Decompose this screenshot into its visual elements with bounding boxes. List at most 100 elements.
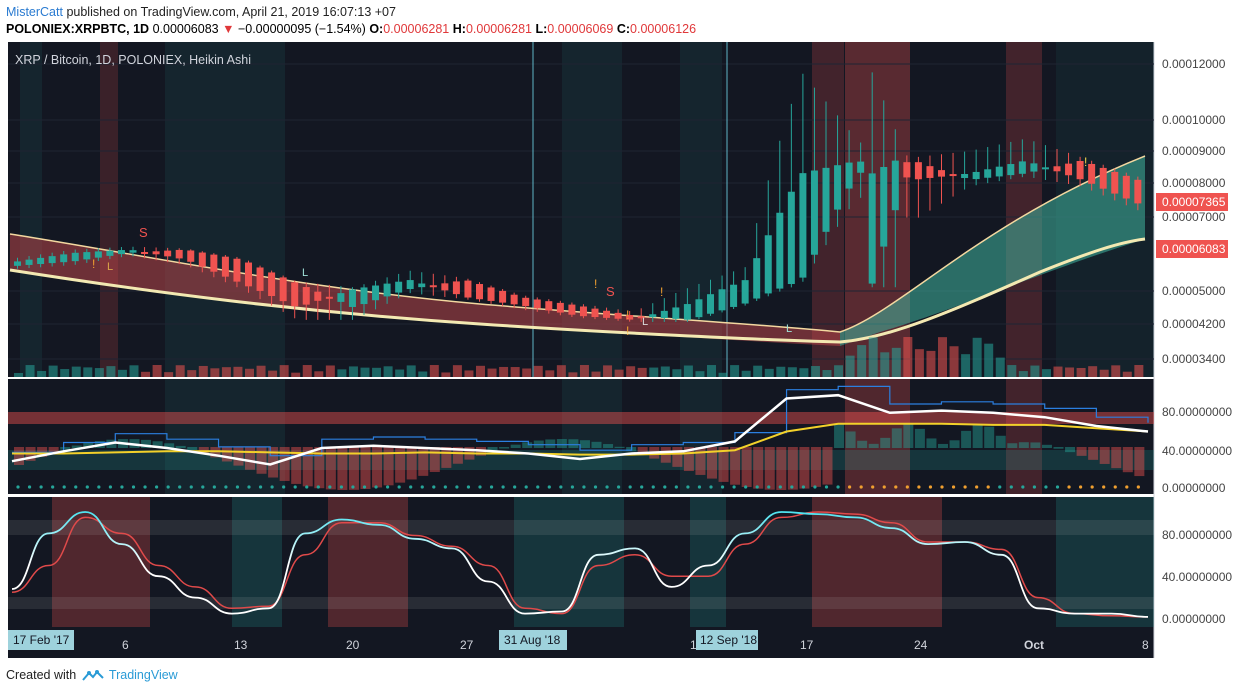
osc1-dot — [489, 485, 494, 489]
candle — [25, 256, 33, 269]
osc1-tick: 40.00000000 — [1162, 444, 1232, 458]
candle-body — [857, 161, 865, 173]
candle — [175, 248, 183, 265]
osc1-dot — [386, 485, 390, 489]
tradingview-link[interactable]: TradingView — [108, 668, 178, 682]
candle — [764, 180, 772, 297]
candle — [14, 257, 21, 269]
candle — [337, 286, 345, 320]
author-link[interactable]: MisterCatt — [6, 5, 63, 19]
tradingview-logo-icon — [81, 669, 104, 681]
candle-body — [556, 302, 564, 313]
osc1-dot — [836, 485, 840, 489]
candle-body — [533, 299, 541, 309]
candle — [117, 247, 125, 258]
osc1-hist-bar — [1007, 443, 1018, 448]
osc1-dot — [524, 485, 528, 489]
volume-bar — [268, 370, 278, 377]
volume-bar — [614, 369, 624, 377]
volume-bar — [822, 370, 832, 377]
osc1-dot — [305, 485, 309, 489]
volume-bar — [83, 367, 93, 377]
candles — [14, 72, 1142, 322]
osc1-hist-bar — [972, 424, 983, 448]
osc2-pane-bg — [8, 497, 1154, 627]
candle — [1065, 152, 1073, 184]
candle-body — [787, 191, 795, 285]
candle — [545, 299, 553, 314]
volume-bar — [834, 365, 844, 377]
ma-slow-line — [9, 237, 1146, 344]
candle-body — [903, 162, 911, 178]
chart-legend: XRP / Bitcoin, 1D, POLONIEX, Heikin Ashi — [15, 53, 251, 67]
candle-body — [406, 280, 414, 290]
candle — [372, 280, 380, 310]
candle — [660, 298, 668, 322]
volume-bar — [961, 354, 971, 377]
candle-body — [314, 291, 322, 301]
candle-body — [1041, 167, 1049, 170]
osc1-tick: 0.00000000 — [1162, 481, 1226, 495]
ribbon-bullish — [840, 156, 1145, 346]
price-tag-bg — [1156, 193, 1228, 211]
osc1-hist-bar — [141, 439, 152, 448]
change-arrow-icon: ▼ — [222, 22, 235, 36]
candle-body — [660, 310, 668, 319]
candle — [1099, 164, 1107, 196]
volume-bar — [71, 366, 81, 377]
candle-body — [522, 297, 530, 307]
symbol-name[interactable]: POLONIEX:XRPBTC, 1D — [6, 22, 150, 36]
candle-body — [441, 283, 449, 291]
volume-bar — [314, 371, 324, 377]
osc1-hist-bar — [591, 441, 602, 448]
candle-body — [487, 287, 495, 301]
osc1-dot — [998, 485, 1002, 489]
osc1-step-line — [12, 385, 1149, 457]
volume-bar — [626, 366, 636, 377]
candle — [441, 275, 449, 297]
overbought-band — [8, 412, 1154, 424]
osc1-hist-bar — [522, 442, 533, 448]
candle — [579, 304, 587, 319]
osc1-dot — [928, 485, 933, 489]
osc1-hist-bar — [764, 447, 775, 490]
candle — [395, 273, 403, 299]
chart-canvas[interactable]: S L S L L L ! !!!!! XRP / Bitcoin, 1D, P… — [0, 42, 1243, 658]
candle — [695, 283, 703, 320]
osc1-dot — [293, 485, 297, 489]
time-tick: 1 — [690, 638, 697, 652]
alert-markers: !!!!! — [92, 257, 663, 338]
osc1-hist-bar — [152, 441, 163, 448]
candle-body — [741, 280, 749, 304]
candle-body — [175, 249, 183, 259]
candle-body — [245, 262, 252, 287]
osc1-dot — [686, 485, 690, 489]
candle — [406, 270, 414, 294]
osc1-hist-bar — [707, 447, 717, 479]
candle-body — [337, 293, 345, 302]
date-badge: 17 Feb '17 — [13, 633, 70, 647]
candle-body — [233, 258, 241, 282]
candle-body — [1076, 160, 1084, 180]
candle-body — [268, 272, 276, 297]
volume-bar — [487, 368, 497, 377]
candle-body — [429, 285, 437, 288]
candle — [556, 300, 564, 316]
candle-body — [510, 294, 518, 305]
volume-bar — [279, 365, 289, 377]
osc1-dot — [1044, 485, 1048, 489]
osc1-hist-bar — [810, 447, 821, 487]
osc1-dot — [1079, 485, 1083, 489]
candle — [348, 287, 356, 320]
zone-green — [20, 42, 42, 377]
osc1-hist-bar — [487, 447, 498, 452]
volume-bar — [903, 337, 913, 377]
candle — [256, 265, 264, 300]
osc1-hist-bar — [337, 447, 348, 490]
candle-body — [106, 250, 114, 256]
candle — [880, 100, 888, 288]
volume-bar — [522, 368, 532, 377]
volume-bar — [938, 337, 947, 377]
osc1-hist-bar — [83, 442, 94, 448]
volume-bar — [383, 366, 393, 377]
